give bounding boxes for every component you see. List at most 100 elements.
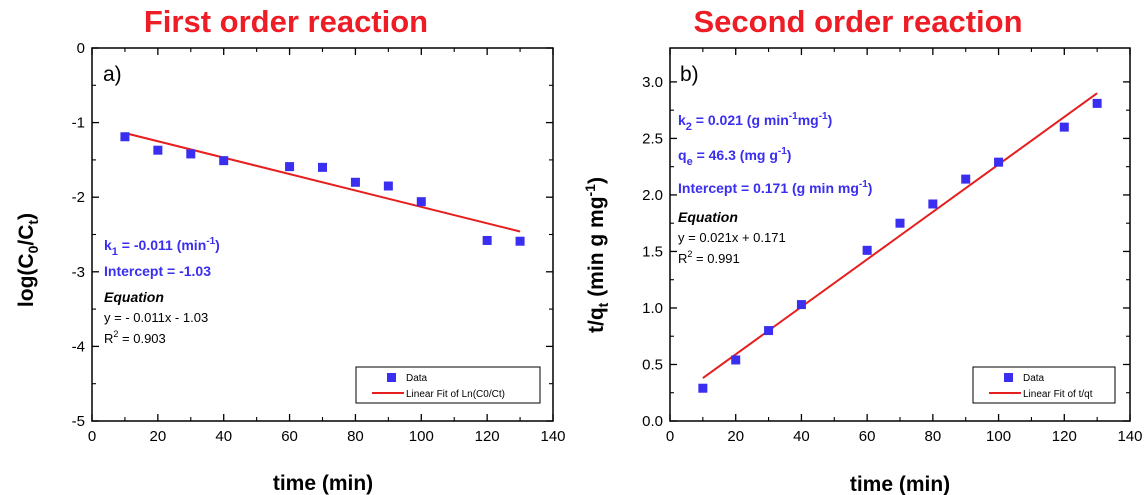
x-axis-label: time (min) — [850, 473, 950, 495]
x-tick-label: 40 — [215, 428, 232, 445]
data-point — [731, 355, 741, 365]
legend: Data Linear Fit of Ln(C0/Ct) — [355, 366, 541, 404]
intercept-value: Intercept = 0.171 (g min mg — [678, 180, 859, 196]
data-point — [796, 300, 806, 310]
data-point — [961, 174, 971, 184]
legend-box — [355, 366, 541, 404]
y-axis-label-main: t/q — [585, 307, 608, 333]
equation-text: y = 0.021x + 0.171 — [678, 230, 786, 245]
data-point — [186, 149, 196, 159]
x-tick-label: 140 — [540, 428, 565, 445]
x-tick-label: 100 — [409, 428, 434, 445]
legend-label-data: Data — [406, 373, 428, 384]
equation-label: Equation — [678, 209, 738, 225]
x-tick-label: 0 — [666, 428, 674, 445]
k1-annotation: k1 = -0.011 (min-1) — [104, 236, 220, 258]
r2-value: = 0.903 — [118, 331, 165, 346]
second-order-chart: t/qt (min g mg-1) time (min) b) k2 = 0.0… — [582, 47, 1143, 495]
x-tick-label: 80 — [925, 428, 942, 445]
data-point — [895, 218, 905, 228]
r2-value: = 0.991 — [692, 251, 739, 266]
y-tick-label: 2.0 — [642, 187, 663, 204]
x-axis-label: time (min) — [273, 472, 373, 495]
data-point — [764, 326, 774, 336]
r2-annotation: R2 = 0.991 — [678, 249, 740, 266]
legend-label-fit: Linear Fit of t/qt — [1023, 389, 1093, 400]
intercept-annotation: Intercept = -1.03 — [104, 263, 211, 279]
qe-symbol: q — [678, 147, 687, 163]
x-tick-label: 60 — [281, 428, 298, 445]
k2-subscript: 2 — [686, 121, 692, 133]
y-tick-label: 1.0 — [642, 300, 663, 317]
x-tick-label: 100 — [986, 428, 1011, 445]
r2-symbol: R — [104, 331, 113, 346]
x-tick-label: 60 — [859, 428, 876, 445]
chart-title: First order reaction — [143, 4, 429, 39]
y-tick-label: -4 — [72, 338, 85, 355]
x-tick-label: 120 — [475, 428, 500, 445]
qe-value: = 46.3 (mg g — [693, 147, 778, 163]
r2-annotation: R2 = 0.903 — [104, 329, 166, 346]
y-axis-label-sub: t — [25, 220, 41, 225]
y-axis-label-sub: 0 — [25, 245, 41, 253]
r2-symbol: R — [678, 251, 687, 266]
legend: Data Linear Fit of t/qt — [972, 366, 1116, 404]
k2-superscript: -1 — [819, 111, 828, 122]
equation-text: y = - 0.011x - 1.03 — [104, 310, 208, 325]
k1-superscript: -1 — [206, 236, 215, 247]
qe-annotation: qe = 46.3 (mg g-1) — [678, 146, 791, 168]
y-axis-label: log(C0/Ct) — [15, 213, 41, 307]
data-point — [1059, 122, 1069, 132]
legend-marker-data — [1004, 373, 1013, 382]
k2-value: = 0.021 (g min — [692, 112, 789, 128]
data-point — [416, 197, 426, 207]
k2-symbol: k — [678, 112, 686, 128]
intercept-annotation: Intercept = 0.171 (g min mg-1) — [678, 179, 872, 196]
legend-label-data: Data — [1023, 373, 1045, 384]
x-tick-label: 20 — [150, 428, 167, 445]
plot-area: 0 20 40 60 80 100 120 140 0 -1 -2 -3 -4 -5 Data Linear … — [72, 40, 566, 445]
linear-fit-line — [124, 132, 521, 233]
data-point — [698, 383, 708, 393]
panel-label: a) — [103, 63, 122, 86]
data-point — [120, 132, 130, 142]
chart-title: Second order reaction — [693, 4, 1023, 39]
y-tick-label: -3 — [72, 264, 85, 281]
data-point — [862, 245, 872, 255]
second-order-panel: Second order reaction t/qt (min g mg-1) … — [572, 0, 1144, 495]
first-order-panel: First order reaction log(C0/Ct) time (mi… — [15, 4, 566, 495]
y-tick-label: 0.0 — [642, 413, 663, 430]
legend-box — [972, 366, 1116, 404]
legend-label-fit: Linear Fit of Ln(C0/Ct) — [406, 389, 505, 400]
panel-label: b) — [680, 63, 699, 86]
data-point — [515, 236, 525, 246]
data-point — [219, 156, 229, 166]
plot-frame — [91, 47, 554, 422]
x-tick-label: 20 — [727, 428, 744, 445]
y-axis-label-sub: t — [595, 302, 611, 307]
x-tick-label: 120 — [1052, 428, 1077, 445]
first-order-chart: log(C0/Ct) time (min) a) k1 = -0.011 (mi… — [15, 40, 566, 495]
data-point — [350, 177, 360, 187]
x-tick-label: 80 — [347, 428, 364, 445]
r2-superscript: 2 — [113, 329, 118, 339]
k2-annotation: k2 = 0.021 (g min-1mg-1) — [678, 111, 832, 133]
y-tick-label: -5 — [72, 413, 85, 430]
qe-superscript: -1 — [778, 146, 787, 157]
y-axis-label: t/qt (min g mg-1) — [582, 177, 611, 333]
intercept-close: ) — [868, 180, 873, 196]
y-tick-label: 2.5 — [642, 130, 663, 147]
x-tick-label: 0 — [88, 428, 96, 445]
legend-marker-data — [387, 373, 396, 382]
y-tick-label: 0 — [77, 40, 85, 57]
y-axis-label-sup: -1 — [582, 184, 598, 197]
y-tick-label: 3.0 — [642, 74, 663, 91]
k1-subscript: 1 — [112, 246, 118, 258]
data-point — [383, 181, 393, 191]
qe-close: ) — [787, 147, 792, 163]
k1-value: = -0.011 (min — [118, 237, 206, 253]
equation-label: Equation — [104, 289, 164, 305]
r2-superscript: 2 — [687, 249, 692, 259]
data-point — [1092, 98, 1102, 108]
k1-close: ) — [215, 237, 220, 253]
